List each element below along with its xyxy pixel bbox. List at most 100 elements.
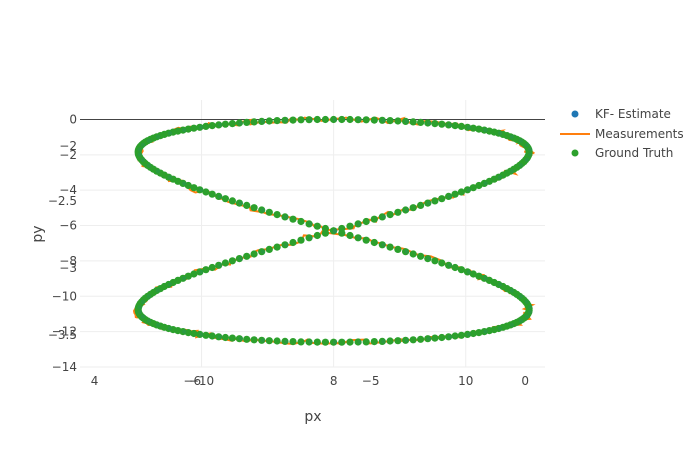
kf-estimate-point (447, 263, 453, 268)
ground-truth-point (313, 231, 321, 240)
y-tick-label: −12 (52, 325, 77, 339)
kf-estimate-point (524, 314, 530, 319)
kf-estimate-point (198, 125, 204, 130)
ground-truth-point (273, 117, 281, 125)
ground-truth-point (313, 222, 321, 230)
kf-estimate-point (137, 152, 142, 157)
x-tick-label: −10 (189, 374, 214, 388)
legend-marker-kf-estimate (571, 110, 579, 118)
legend-label-measurements: Measurements (595, 127, 684, 141)
kf-estimate-point (260, 249, 266, 254)
kf-estimate-point (509, 288, 515, 293)
kf-estimate-point (167, 282, 173, 287)
ground-truth-point (196, 268, 204, 276)
kf-estimate-point (167, 175, 173, 180)
kf-estimate-point (483, 181, 488, 186)
kf-estimate-point (497, 282, 503, 287)
kf-estimate-point (404, 119, 410, 124)
kf-estimate-point (381, 339, 386, 344)
kf-estimate-point (332, 340, 338, 345)
kf-estimate-point (332, 228, 338, 233)
ground-truth-point (417, 118, 425, 126)
kf-estimate-point (308, 117, 313, 122)
legend-marker-ground-truth (571, 149, 579, 157)
kf-estimate-point (497, 326, 503, 331)
ground-truth-point (281, 213, 289, 221)
ground-truth-point (402, 206, 410, 214)
kf-estimate-point (284, 118, 289, 123)
kf-estimate-point (527, 309, 533, 315)
ground-truth-point (457, 331, 465, 339)
ground-truth-point (417, 201, 425, 209)
kf-estimate-point (140, 314, 146, 319)
ground-truth-point (281, 337, 289, 345)
kf-estimate-point (447, 122, 453, 128)
ground-truth-point (215, 261, 223, 269)
ground-truth-point (417, 335, 425, 343)
kf-estimate-point (198, 187, 204, 192)
ground-truth-point (235, 199, 243, 207)
ground-truth-point (409, 204, 417, 212)
kf-estimate-point (308, 221, 313, 227)
ground-truth-point (402, 248, 410, 256)
kf-estimate-point (140, 142, 146, 148)
legend-item-measurements[interactable]: Measurements (560, 127, 684, 141)
ground-truth-point (409, 118, 417, 126)
kf-estimate-point (155, 134, 161, 139)
y-tick-label: −2 (59, 148, 77, 162)
ground-truth-point (289, 215, 297, 223)
ground-truth-point (431, 334, 439, 342)
ground-truth-point (243, 252, 251, 260)
kf-estimate-point (217, 334, 223, 339)
y-tick-label-secondary: −2.5 (48, 194, 77, 208)
kf-estimate-point (518, 294, 524, 299)
kf-estimate-point (140, 299, 146, 305)
ground-truth-point (228, 334, 236, 342)
ground-truth-point (346, 115, 354, 124)
kf-estimate-point (404, 249, 410, 254)
kf-estimate-point (238, 120, 243, 126)
ground-truth-point (235, 119, 243, 127)
ground-truth-point (354, 338, 362, 346)
ground-truth-point (289, 116, 297, 124)
x-tick-labels: −10 8 10 4 −6 −5 0 (91, 374, 529, 388)
kf-estimate-point (483, 127, 488, 133)
ground-truth-point (445, 121, 453, 129)
legend-item-kf-estimate[interactable]: KF- Estimate (571, 107, 671, 121)
ground-truth-point (370, 116, 378, 124)
ground-truth-point (297, 338, 305, 346)
legend-item-ground-truth[interactable]: Ground Truth (571, 146, 674, 160)
ground-truth-point (469, 329, 477, 338)
kf-estimate-point (217, 194, 223, 199)
ground-truth-point (370, 215, 378, 223)
y-tick-label: −6 (59, 219, 77, 233)
kf-estimate-point (182, 127, 187, 133)
ground-truth-point (208, 122, 216, 130)
ground-truth-point (196, 186, 204, 194)
ground-truth-point (451, 190, 459, 198)
legend-label-kf-estimate: KF- Estimate (595, 107, 671, 121)
ground-truth-point (265, 337, 273, 345)
ground-truth-point (445, 192, 453, 200)
ground-truth-point (445, 261, 453, 269)
ground-truth-point (297, 116, 305, 124)
ground-truth-point (378, 337, 386, 345)
ground-truth-point (265, 117, 273, 125)
ground-truth-point (386, 211, 394, 219)
ground-truth-point (354, 234, 362, 242)
grid-layer (80, 100, 545, 368)
ground-truth-point (258, 117, 266, 125)
ground-truth-point (258, 336, 266, 344)
ground-truth-point (330, 227, 338, 235)
kf-estimate-point (509, 322, 515, 328)
ground-truth-point (346, 231, 354, 240)
kf-estimate-point (198, 332, 204, 337)
ground-truth-point (258, 248, 266, 256)
ground-truth-point (221, 120, 229, 128)
kf-estimate-point (381, 242, 386, 247)
kf-estimate-point (518, 318, 524, 324)
ground-truth-point (417, 252, 425, 260)
ground-truth-point (480, 126, 488, 134)
ground-truth-point (457, 122, 465, 130)
